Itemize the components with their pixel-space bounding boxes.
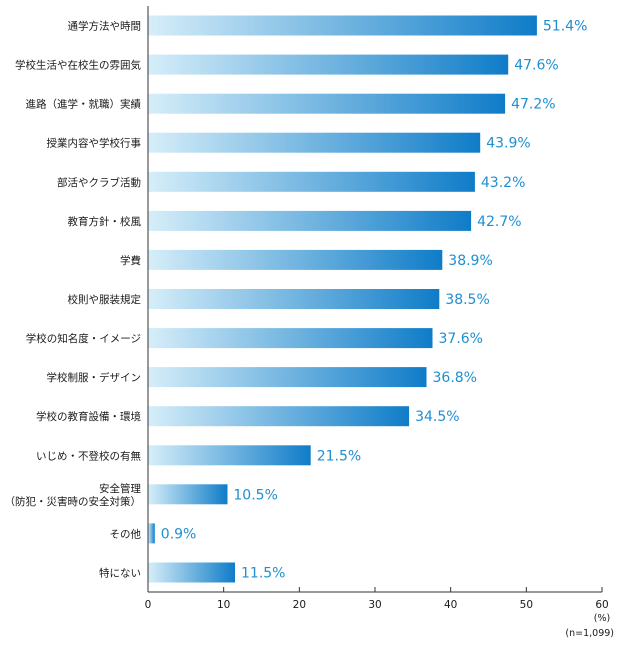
bar: [148, 406, 410, 427]
bar: [148, 289, 440, 309]
bar-value-label: 42.7%: [477, 214, 521, 230]
category-label: 学校生活や在校生の雰囲気: [15, 59, 141, 72]
category-label: 学費: [120, 254, 141, 267]
bar-value-label: 11.5%: [241, 566, 285, 582]
category-labels: 通学方法や時間学校生活や在校生の雰囲気進路（進学・就職）実績授業内容や学校行事部…: [5, 20, 142, 580]
bar: [148, 93, 506, 114]
bar-value-label: 38.5%: [445, 292, 489, 308]
category-label: その他: [110, 527, 142, 540]
bar-value-label: 47.2%: [511, 97, 555, 113]
bar: [148, 171, 475, 192]
bar-value-label: 37.6%: [439, 331, 483, 347]
category-label: 安全管理（防犯・災害時の安全対策）: [5, 482, 142, 508]
category-label: 教育方針・校風: [68, 215, 142, 228]
bar-value-label: 47.6%: [514, 58, 558, 74]
bar-value-label: 34.5%: [415, 409, 459, 425]
bar-value-label: 10.5%: [233, 487, 277, 503]
category-label: いじめ・不登校の有無: [36, 449, 141, 462]
bar-value-label: 0.9%: [161, 526, 197, 542]
bar: [148, 328, 433, 349]
bar: [148, 54, 509, 75]
bars-layer: [148, 15, 537, 583]
sample-size-note: (n=1,099): [565, 628, 614, 639]
x-tick-label: 20: [293, 599, 306, 611]
bar: [148, 132, 481, 153]
x-tick-label: 50: [520, 599, 533, 611]
category-label: 進路（進学・就職）実績: [26, 98, 142, 111]
bar: [148, 562, 235, 583]
x-tick-label: 30: [368, 599, 381, 611]
bar: [148, 210, 472, 231]
bar-value-label: 36.8%: [433, 370, 477, 386]
category-label: 校則や服装規定: [68, 293, 142, 306]
x-tick-label: 40: [444, 599, 457, 611]
bar-value-label: 38.9%: [448, 253, 492, 269]
bar: [148, 523, 155, 544]
x-axis-unit-label: (%): [594, 613, 610, 624]
category-label: 学校の知名度・イメージ: [26, 332, 141, 345]
bar: [148, 15, 537, 36]
category-label: 授業内容や学校行事: [47, 137, 142, 150]
bar: [148, 249, 443, 270]
category-label: 部活やクラブ活動: [57, 176, 141, 189]
x-tick-label: 0: [145, 599, 152, 611]
category-label: 通学方法や時間: [68, 20, 142, 33]
bar-value-label: 43.9%: [486, 136, 530, 152]
bar-value-label: 43.2%: [481, 175, 525, 191]
bar: [148, 367, 427, 388]
bar: [148, 484, 228, 505]
value-labels: 51.4% 47.6% 47.2% 43.9% 43.2% 42.7% 38.9% 38.5%…: [161, 19, 588, 582]
category-label: 学校制服・デザイン: [47, 371, 142, 384]
bar-value-label: 21.5%: [317, 448, 361, 464]
x-tick-label: 60: [595, 599, 608, 611]
category-label: 学校の教育設備・環境: [36, 410, 141, 423]
category-label: 特にない: [99, 568, 141, 580]
bar: [148, 445, 311, 466]
bar-value-label: 51.4%: [543, 19, 587, 35]
x-axis-ticks: 0 10 20 30 40 50 60: [145, 587, 609, 611]
x-tick-label: 10: [217, 599, 230, 611]
